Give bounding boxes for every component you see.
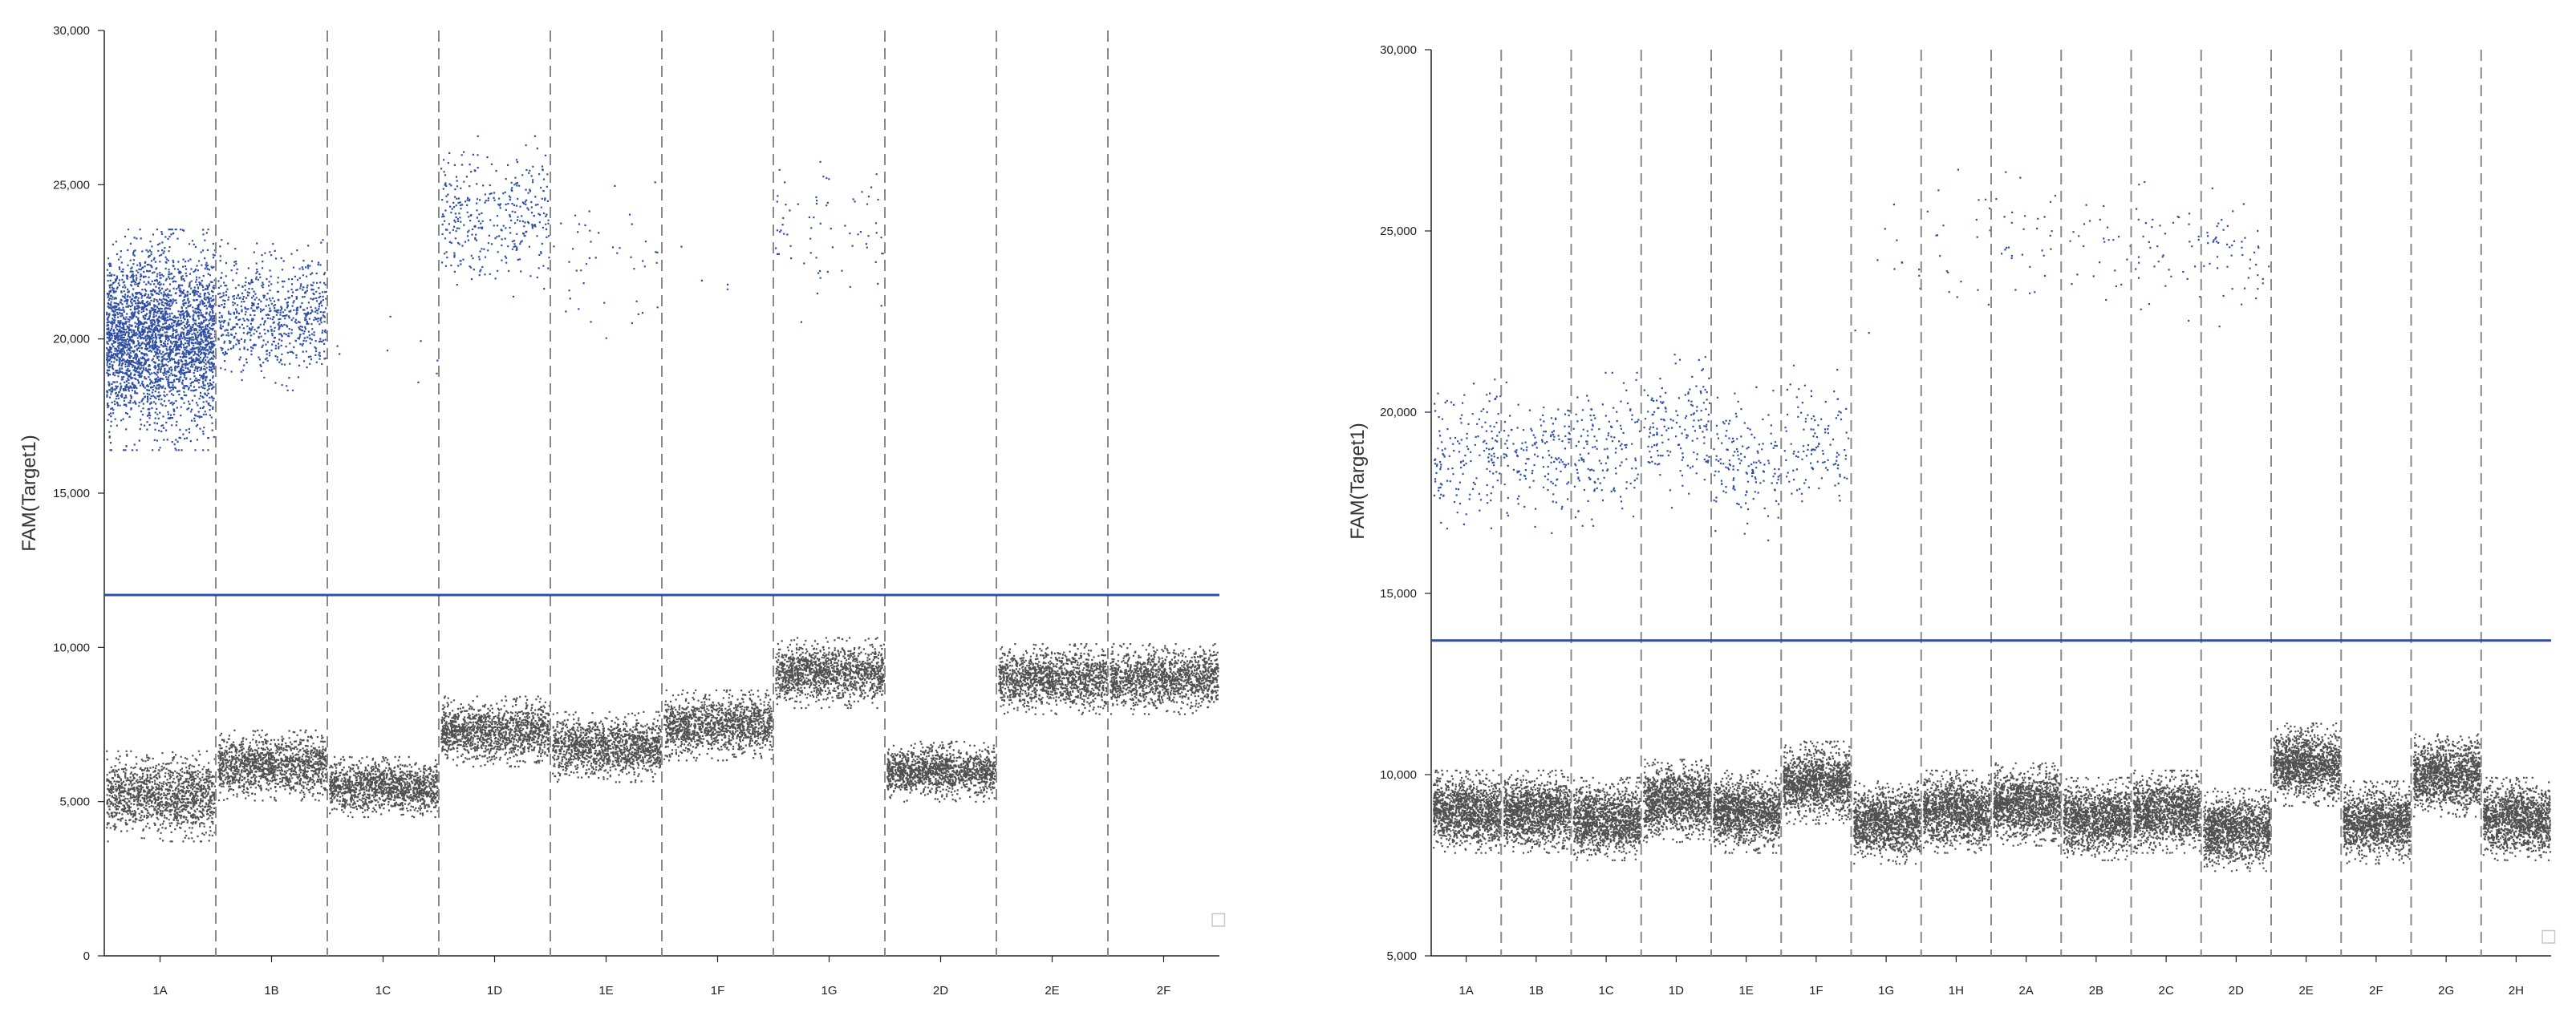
x-tick-label-1F: 1F [711, 984, 725, 998]
y-tick-label: 5,000 [59, 795, 90, 809]
negative-droplets-2F [2343, 780, 2412, 865]
negative-droplets-1C [329, 755, 439, 819]
positive-droplets-1D [1643, 354, 1711, 509]
x-tick-label-1A: 1A [152, 984, 167, 998]
y-tick-label: 25,000 [53, 178, 90, 192]
negative-droplets-1B [1503, 769, 1572, 854]
negative-droplets-1B [217, 729, 328, 802]
watermark-right: ◻ [2540, 923, 2558, 947]
x-tick-label-2G: 2G [2438, 984, 2454, 998]
x-tick-label-1G: 1G [821, 984, 837, 998]
amplitude-chart-left: 0 5,000 10,000 15,000 20,000 25,000 30,000 FAM(… [18, 24, 1219, 998]
y-tick-label: 25,000 [1380, 225, 1417, 238]
negative-droplets-1D [1642, 759, 1712, 844]
negative-droplets-1A [106, 750, 217, 843]
x-tick-label-2B: 2B [2089, 984, 2103, 998]
y-tick-label: 10,000 [53, 641, 90, 654]
positive-droplets-1D [440, 135, 550, 298]
positive-droplets-1F [680, 245, 729, 290]
positive-droplets-1B [217, 239, 327, 391]
x-tick-label-2F: 2F [1157, 984, 1171, 998]
x-tick-label-1C: 1C [375, 984, 391, 998]
y-tick-label: 0 [83, 949, 90, 963]
negative-droplets-2B [2063, 776, 2132, 861]
y-tick-label: 30,000 [1380, 43, 1417, 57]
positive-droplets-1A [1433, 378, 1502, 530]
x-tick-label-1B: 1B [1529, 984, 1544, 998]
x-tick-label-2A: 2A [2018, 984, 2033, 998]
x-tick-label-2D: 2D [2229, 984, 2244, 998]
y-tick-label: 15,000 [1380, 587, 1417, 601]
positive-droplets-1F [1783, 364, 1850, 503]
x-tick-label-2D: 2D [933, 984, 948, 998]
negative-droplets-2D [2202, 787, 2272, 872]
positive-droplets-1E [553, 181, 659, 339]
positive-droplets-1E [1713, 386, 1781, 541]
positive-droplets-1A [106, 229, 217, 451]
x-tick-label-2E: 2E [1045, 984, 1059, 998]
negative-droplets-1F [663, 689, 774, 762]
x-tick-label-1D: 1D [487, 984, 502, 998]
x-tick-label-1E: 1E [598, 984, 613, 998]
amplitude-chart-right: 5,000 10,000 15,000 20,000 25,000 30,000 FAM(T… [1347, 43, 2552, 998]
negative-droplets-1F [1783, 740, 1852, 825]
y-tick-label: 20,000 [1380, 406, 1417, 419]
y-tick-label: 30,000 [53, 24, 90, 38]
negative-droplets-2F [1110, 643, 1219, 715]
watermark-left: ◻ [1210, 906, 1227, 930]
positive-droplets-1G [1854, 203, 1921, 334]
negative-droplets-1D [440, 695, 551, 768]
positive-droplets-2B [2069, 204, 2132, 302]
x-tick-label-1F: 1F [1809, 984, 1823, 998]
negative-droplets-2E [2273, 722, 2342, 808]
negative-droplets-2G [2412, 733, 2481, 818]
positive-droplets-1H [1926, 168, 1991, 306]
positive-droplets-2C [2135, 180, 2201, 322]
x-tick-label-2C: 2C [2159, 984, 2174, 998]
x-tick-label-2F: 2F [2369, 984, 2383, 998]
negative-droplets-1C [1572, 776, 1641, 861]
positive-droplets-1C [336, 315, 439, 383]
x-tick-label-1H: 1H [1949, 984, 1964, 998]
x-tick-label-1E: 1E [1738, 984, 1753, 998]
positive-droplets-2A [1995, 171, 2056, 294]
x-tick-label-1A: 1A [1458, 984, 1473, 998]
y-axis-title: FAM(Target1) [18, 435, 40, 551]
x-tick-label-1G: 1G [1878, 984, 1894, 998]
y-tick-label: 5,000 [1386, 949, 1417, 963]
x-tick-label-2E: 2E [2298, 984, 2313, 998]
x-tick-label-1D: 1D [1669, 984, 1684, 998]
y-tick-label: 10,000 [1380, 768, 1417, 782]
positive-droplets-1B [1503, 381, 1571, 534]
positive-droplets-1C [1572, 371, 1641, 527]
negative-droplets-2D [886, 740, 997, 803]
y-axis-title: FAM(Target1) [1347, 423, 1369, 539]
x-tick-label-2H: 2H [2509, 984, 2524, 998]
negative-droplets-2E [998, 643, 1109, 715]
negative-droplets-2C [2132, 769, 2201, 854]
positive-droplets-1G [775, 160, 884, 323]
y-tick-label: 20,000 [53, 333, 90, 346]
y-tick-label: 15,000 [53, 487, 90, 500]
negative-droplets-1A [1433, 769, 1502, 854]
negative-droplets-1G [775, 637, 886, 710]
negative-droplets-2H [2482, 776, 2552, 861]
negative-droplets-1E [1713, 769, 1782, 854]
x-tick-label-1C: 1C [1599, 984, 1614, 998]
negative-droplets-1H [1922, 769, 1992, 854]
negative-droplets-2A [1993, 762, 2062, 847]
positive-droplets-2D [2203, 187, 2270, 328]
negative-droplets-1E [552, 710, 663, 783]
x-tick-label-1B: 1B [264, 984, 278, 998]
negative-droplets-1G [1852, 780, 1921, 865]
